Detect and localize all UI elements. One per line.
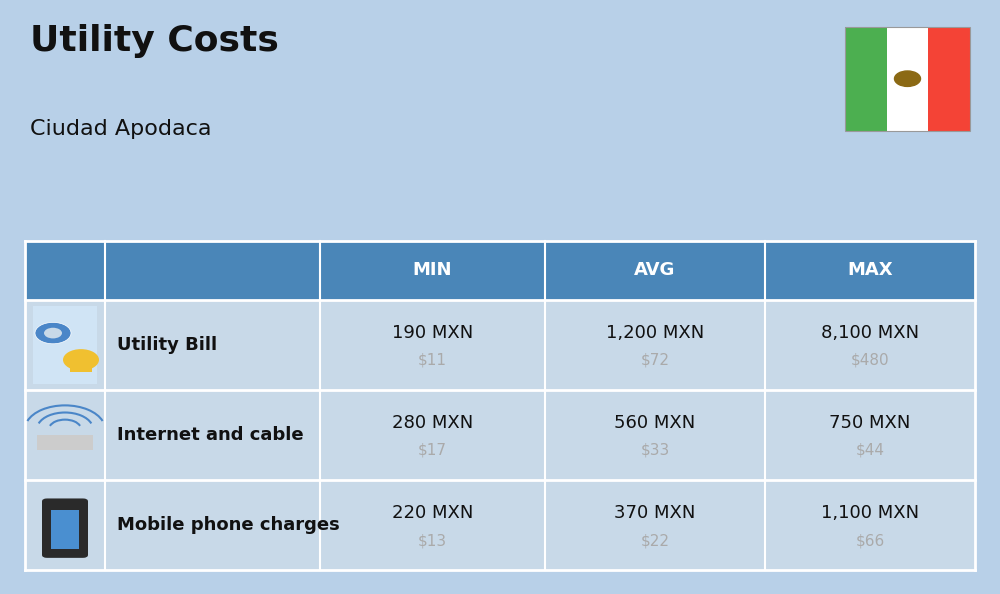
Text: MAX: MAX — [847, 261, 893, 279]
Text: $44: $44 — [856, 443, 885, 458]
FancyBboxPatch shape — [25, 241, 975, 300]
Circle shape — [44, 328, 62, 339]
Text: Utility Bill: Utility Bill — [117, 336, 217, 354]
Text: 220 MXN: 220 MXN — [392, 504, 473, 523]
Circle shape — [895, 71, 920, 86]
Text: $22: $22 — [640, 533, 670, 548]
Text: 280 MXN: 280 MXN — [392, 415, 473, 432]
Text: 8,100 MXN: 8,100 MXN — [821, 324, 919, 342]
Text: Ciudad Apodaca: Ciudad Apodaca — [30, 119, 212, 139]
Text: 750 MXN: 750 MXN — [829, 415, 911, 432]
Text: Internet and cable: Internet and cable — [117, 426, 304, 444]
Text: 1,200 MXN: 1,200 MXN — [606, 324, 704, 342]
Text: MIN: MIN — [413, 261, 452, 279]
Circle shape — [63, 349, 99, 371]
Text: $33: $33 — [640, 443, 670, 458]
Circle shape — [35, 323, 71, 344]
Bar — [51, 510, 79, 549]
Text: $72: $72 — [640, 353, 670, 368]
Text: 370 MXN: 370 MXN — [614, 504, 696, 523]
Bar — [37, 435, 93, 450]
Text: AVG: AVG — [634, 261, 676, 279]
Text: $11: $11 — [418, 353, 447, 368]
FancyBboxPatch shape — [42, 498, 88, 558]
Text: $480: $480 — [851, 353, 889, 368]
FancyBboxPatch shape — [928, 27, 970, 131]
Bar — [70, 354, 92, 372]
Text: 560 MXN: 560 MXN — [614, 415, 696, 432]
Text: Mobile phone charges: Mobile phone charges — [117, 516, 340, 534]
Bar — [33, 307, 97, 384]
FancyBboxPatch shape — [25, 300, 975, 390]
FancyBboxPatch shape — [25, 480, 975, 570]
FancyBboxPatch shape — [887, 27, 928, 131]
Text: $66: $66 — [855, 533, 885, 548]
Text: 1,100 MXN: 1,100 MXN — [821, 504, 919, 523]
Text: Utility Costs: Utility Costs — [30, 24, 279, 58]
Text: 190 MXN: 190 MXN — [392, 324, 473, 342]
Text: $13: $13 — [418, 533, 447, 548]
FancyBboxPatch shape — [845, 27, 887, 131]
FancyBboxPatch shape — [25, 390, 975, 480]
Text: $17: $17 — [418, 443, 447, 458]
